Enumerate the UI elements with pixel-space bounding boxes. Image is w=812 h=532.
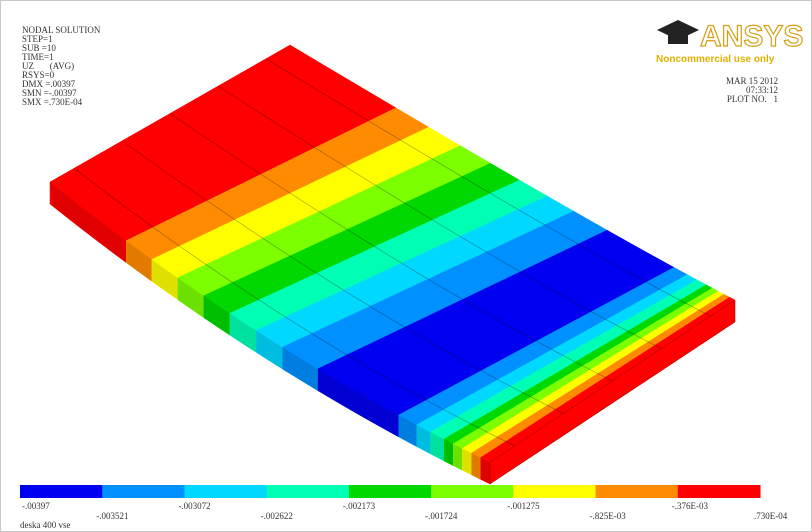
legend-label: -.376E-03 <box>672 501 709 511</box>
legend-swatch <box>20 485 103 498</box>
legend-swatch <box>349 485 432 498</box>
legend-label: .730E-04 <box>754 511 788 521</box>
header-line: SMX =.730E-04 <box>22 97 83 107</box>
stamp-plot: PLOT NO. 1 <box>727 94 778 104</box>
footer: deska 400 vse <box>20 520 71 530</box>
legend-swatch <box>184 485 267 498</box>
legend-swatch <box>431 485 514 498</box>
legend-label: -.003521 <box>96 511 128 521</box>
legend-label: -.003072 <box>178 501 210 511</box>
legend-swatch <box>513 485 596 498</box>
screenshot: NODAL SOLUTIONSTEP=1SUB =10TIME=1UZ (AVG… <box>0 0 812 532</box>
legend-label: -.001275 <box>507 501 540 511</box>
legend-swatch <box>267 485 350 498</box>
legend-label: -.002622 <box>261 511 293 521</box>
legend-swatch <box>596 485 679 498</box>
logo-brand: ANSYS <box>700 20 803 53</box>
legend-swatch <box>102 485 185 498</box>
legend-swatch <box>678 485 761 498</box>
logo-cap-base <box>668 34 688 44</box>
legend-label: -.002173 <box>343 501 376 511</box>
legend-label: -.00397 <box>22 501 50 511</box>
legend-label: -.001724 <box>425 511 458 521</box>
legend-label: -.825E-03 <box>590 511 627 521</box>
logo-note: Noncommercial use only <box>656 54 775 65</box>
